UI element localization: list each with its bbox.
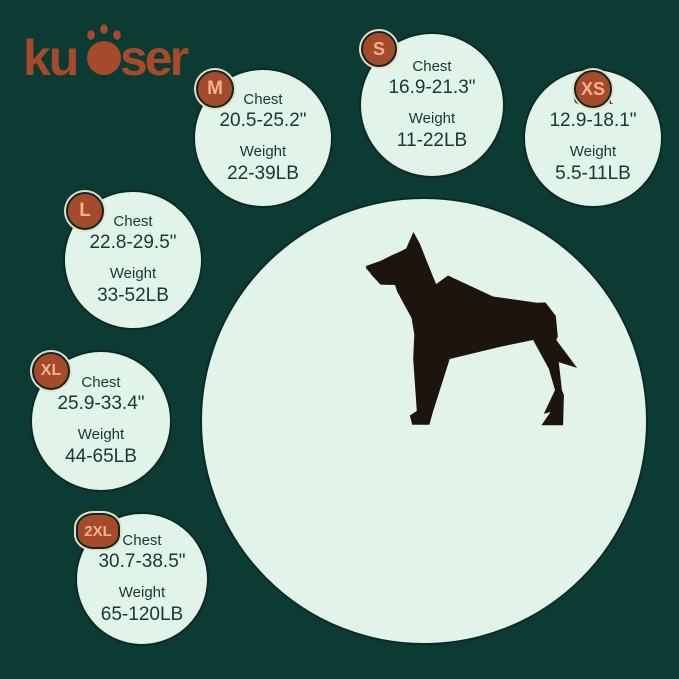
svg-text:ku: ku [23,30,77,86]
svg-text:ser: ser [120,30,189,86]
